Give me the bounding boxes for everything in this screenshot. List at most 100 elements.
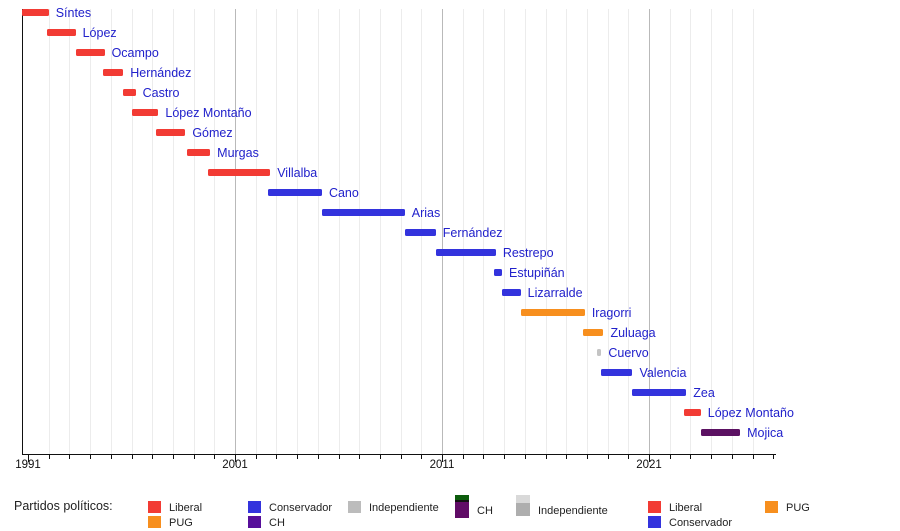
minor-tick <box>276 455 278 459</box>
minor-tick <box>193 455 195 459</box>
legend-item-label: Independiente <box>538 505 608 517</box>
minor-tick <box>731 455 733 459</box>
legend-swatch-stripe <box>455 495 469 500</box>
term-bar <box>131 109 159 116</box>
person-name-label: Cano <box>328 186 359 200</box>
person-name-label: Hernández <box>130 66 192 80</box>
person-name-label: Ocampo <box>111 46 159 60</box>
minor-tick <box>504 455 506 459</box>
year-gridline <box>152 9 154 454</box>
x-axis-line <box>22 454 777 455</box>
person-name-label: Castro <box>142 86 180 100</box>
year-gridline <box>483 9 485 454</box>
legend-item-label: Liberal <box>169 502 203 514</box>
year-gridline <box>214 9 216 454</box>
minor-tick <box>69 455 71 459</box>
person-name-label: Síntes <box>55 6 92 20</box>
minor-tick <box>607 455 609 459</box>
year-gridline <box>524 9 526 454</box>
year-gridline <box>338 9 340 454</box>
minor-tick <box>338 455 340 459</box>
legend-swatch-stripe <box>455 500 469 502</box>
person-name-label: López Montaño <box>165 106 252 120</box>
decade-gridline <box>442 9 443 454</box>
year-gridline <box>400 9 402 454</box>
year-gridline <box>359 9 361 454</box>
year-gridline <box>545 9 547 454</box>
year-gridline <box>297 9 299 454</box>
year-gridline <box>317 9 319 454</box>
year-gridline <box>731 9 733 454</box>
minor-tick <box>214 455 216 459</box>
person-name-label: Valencia <box>639 366 687 380</box>
legend-swatch-stripe <box>455 502 469 518</box>
year-gridline <box>690 9 692 454</box>
term-bar <box>46 29 76 36</box>
minor-tick <box>317 455 319 459</box>
term-bar <box>435 249 496 256</box>
minor-tick <box>421 455 423 459</box>
term-bar <box>502 289 521 296</box>
term-bar <box>582 329 604 336</box>
legend-title: Partidos políticos: <box>14 499 113 513</box>
minor-tick <box>566 455 568 459</box>
year-gridline <box>504 9 506 454</box>
term-bar <box>493 269 503 276</box>
year-gridline <box>90 9 92 454</box>
year-gridline <box>566 9 568 454</box>
minor-tick <box>545 455 547 459</box>
minor-tick <box>524 455 526 459</box>
minor-tick <box>752 455 754 459</box>
term-bar <box>321 209 405 216</box>
legend-item-label: Conservador <box>669 517 732 529</box>
legend-swatch-ch <box>455 495 469 518</box>
term-bar <box>700 429 741 436</box>
person-name-label: Restrepo <box>502 246 554 260</box>
person-name-label: Zea <box>693 386 715 400</box>
major-tick <box>442 455 443 462</box>
minor-tick <box>773 455 775 459</box>
legend-swatch-liberal <box>648 501 661 513</box>
person-name-label: Estupiñán <box>509 266 565 280</box>
minor-tick <box>628 455 630 459</box>
legend-item-label: PUG <box>169 517 193 529</box>
year-gridline <box>669 9 671 454</box>
year-gridline <box>172 9 174 454</box>
term-bar <box>156 129 186 136</box>
legend-item-label: CH <box>477 505 493 517</box>
year-gridline <box>711 9 713 454</box>
major-tick <box>28 455 29 462</box>
minor-tick <box>110 455 112 459</box>
year-gridline <box>628 9 630 454</box>
legend-item-label: Conservador <box>269 502 332 514</box>
decade-gridline <box>235 9 236 454</box>
minor-tick <box>711 455 713 459</box>
minor-tick <box>400 455 402 459</box>
legend-item-label: CH <box>269 517 285 529</box>
term-bar <box>601 369 633 376</box>
year-gridline <box>586 9 588 454</box>
legend-swatch-conservador <box>648 516 661 528</box>
person-name-label: Arias <box>411 206 441 220</box>
major-tick <box>649 455 650 462</box>
term-bar <box>102 69 124 76</box>
x-axis-tick-label: 2001 <box>222 459 248 471</box>
minor-tick <box>586 455 588 459</box>
year-gridline <box>276 9 278 454</box>
legend-item-label: PUG <box>786 502 810 514</box>
x-axis-tick-label: 2021 <box>636 459 662 471</box>
year-gridline <box>752 9 754 454</box>
legend-item-label: Liberal <box>669 502 703 514</box>
legend-swatch-liberal <box>148 501 161 513</box>
year-gridline <box>193 9 195 454</box>
legend-swatch-ch <box>248 516 261 528</box>
person-name-label: Gómez <box>192 126 233 140</box>
year-gridline <box>69 9 71 454</box>
term-bar <box>520 309 585 316</box>
term-bar <box>187 149 211 156</box>
x-axis-tick-label: 1991 <box>15 459 41 471</box>
minor-tick <box>669 455 671 459</box>
y-axis-line <box>22 9 23 455</box>
person-name-label: Lizarralde <box>527 286 583 300</box>
